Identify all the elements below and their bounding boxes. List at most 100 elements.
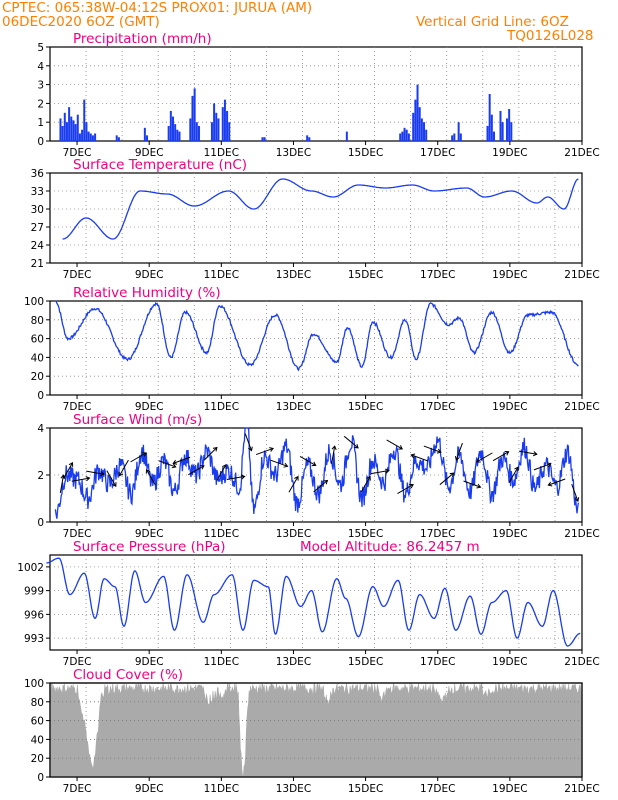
cloud-xtick-label: 17DEC bbox=[420, 783, 455, 795]
precip-panel: Precipitation (mm/h) 0 1 2 3 4 5 7DEC 9DEC 11DEC 1… bbox=[37, 31, 599, 159]
precip-bar bbox=[228, 122, 231, 141]
temp-xtick-label: 11DEC bbox=[204, 269, 239, 281]
rh-ytick-label: 20 bbox=[31, 371, 44, 383]
rh-xtick-label: 13DEC bbox=[276, 401, 311, 413]
wind-arrow bbox=[571, 483, 580, 502]
pressure-xtick-label: 13DEC bbox=[276, 656, 311, 668]
wind-arrow bbox=[454, 442, 463, 461]
wind-arrow bbox=[439, 472, 455, 486]
cloud-xtick-label: 7DEC bbox=[63, 783, 92, 795]
precip-bar bbox=[94, 133, 97, 141]
wind-arrow bbox=[423, 445, 442, 454]
pressure-line bbox=[46, 557, 581, 647]
precip-bar bbox=[221, 107, 224, 141]
precip-bar bbox=[193, 88, 196, 141]
temp-ytick-label: 30 bbox=[31, 204, 44, 216]
rh-ytick-label: 0 bbox=[37, 390, 44, 402]
rh-xtick-label: 7DEC bbox=[63, 401, 92, 413]
wind-arrow bbox=[226, 474, 246, 480]
precip-ytick-label: 1 bbox=[37, 117, 44, 129]
temp-frame bbox=[49, 172, 583, 264]
rh-ytick-label: 80 bbox=[31, 315, 44, 327]
wind-arrow bbox=[216, 464, 227, 481]
precip-bar bbox=[81, 129, 84, 141]
rh-xtick-label: 21DEC bbox=[564, 401, 599, 413]
precip-bar bbox=[195, 122, 198, 141]
wind-arrow bbox=[172, 456, 191, 465]
cloud-panel: Cloud Cover (%) 0 20 40 60 80 100 7DEC 9DEC 11DEC… bbox=[24, 667, 600, 795]
rh-xtick-label: 19DEC bbox=[492, 401, 527, 413]
precip-bar bbox=[261, 137, 264, 141]
precip-bar bbox=[174, 124, 177, 141]
wind-arrow bbox=[244, 433, 253, 452]
cloud-xtick-label: 19DEC bbox=[492, 783, 527, 795]
wind-arrow bbox=[360, 475, 371, 493]
wind-arrow bbox=[145, 468, 156, 486]
header-line-2: 06DEC2020 6OZ (GMT) bbox=[2, 14, 160, 30]
wind-arrow bbox=[518, 450, 538, 457]
wind-arrow bbox=[386, 439, 403, 450]
wind-arrow bbox=[188, 465, 205, 476]
pressure-ytick-label: 999 bbox=[24, 586, 44, 598]
precip-bar bbox=[167, 125, 170, 141]
precip-bar bbox=[399, 133, 402, 141]
wind-arrow bbox=[130, 452, 148, 463]
precip-bar bbox=[146, 135, 149, 141]
rh-ytick-label: 60 bbox=[31, 334, 44, 346]
precip-bar bbox=[414, 99, 417, 141]
temp-xtick-label: 13DEC bbox=[276, 269, 311, 281]
precip-bar bbox=[70, 116, 73, 141]
pressure-ytick-label: 993 bbox=[24, 633, 44, 645]
precip-bar bbox=[197, 125, 200, 141]
precip-bar bbox=[63, 112, 66, 141]
precip-bar bbox=[501, 122, 504, 141]
rh-xtick-label: 11DEC bbox=[204, 401, 239, 413]
precip-bar bbox=[189, 118, 192, 141]
wind-xtick-label: 7DEC bbox=[63, 528, 92, 540]
cloud-ytick-label: 100 bbox=[24, 678, 44, 690]
cloud-xtick-label: 13DEC bbox=[276, 783, 311, 795]
pressure-xtick-label: 19DEC bbox=[492, 656, 527, 668]
precip-bar bbox=[89, 133, 92, 141]
cloud-ytick-label: 40 bbox=[31, 734, 44, 746]
precip-xtick-label: 9DEC bbox=[135, 147, 164, 159]
wind-ytick-label: 4 bbox=[37, 423, 44, 435]
precip-bar bbox=[486, 125, 489, 141]
precip-bar bbox=[176, 129, 179, 141]
wind-panel: Surface Wind (m/s) 0 2 4 7DEC 9DEC 11DEC 13DEC 1… bbox=[37, 412, 599, 540]
rh-xtick-label: 9DEC bbox=[135, 401, 164, 413]
precip-bar bbox=[508, 109, 511, 141]
precip-bar bbox=[499, 110, 502, 141]
precip-bar bbox=[308, 137, 311, 141]
run-code: TQ0126L028 bbox=[506, 28, 594, 44]
wind-arrow bbox=[533, 462, 552, 471]
precip-bar bbox=[403, 127, 406, 141]
rh-panel: Relative Humidity (%) 0 20 40 60 80 100 7DEC 9DE… bbox=[24, 285, 600, 413]
precip-bar bbox=[423, 122, 426, 141]
temp-xtick-label: 15DEC bbox=[348, 269, 383, 281]
pressure-frame bbox=[49, 554, 583, 651]
precip-bar bbox=[488, 94, 491, 141]
wind-xtick-label: 19DEC bbox=[492, 528, 527, 540]
wind-arrow bbox=[299, 455, 317, 467]
wind-xtick-label: 13DEC bbox=[276, 528, 311, 540]
precip-bar bbox=[61, 125, 64, 141]
rh-ytick-label: 40 bbox=[31, 352, 44, 364]
wind-arrow bbox=[547, 478, 566, 487]
wind-arrow bbox=[270, 459, 289, 468]
precip-xtick-label: 13DEC bbox=[276, 147, 311, 159]
temp-xtick-label: 21DEC bbox=[564, 269, 599, 281]
cloud-xtick-label: 9DEC bbox=[135, 783, 164, 795]
precip-bar bbox=[210, 122, 213, 141]
wind-arrow bbox=[463, 480, 482, 489]
precip-bar bbox=[416, 84, 419, 141]
precip-bar bbox=[459, 133, 462, 141]
cloud-frame-over bbox=[49, 682, 583, 778]
wind-arrow bbox=[397, 483, 414, 495]
wind-arrow bbox=[492, 451, 510, 462]
precip-bar bbox=[345, 131, 348, 141]
temp-xtick-label: 9DEC bbox=[135, 269, 164, 281]
precip-bar bbox=[171, 116, 174, 141]
precip-bar bbox=[490, 114, 493, 141]
